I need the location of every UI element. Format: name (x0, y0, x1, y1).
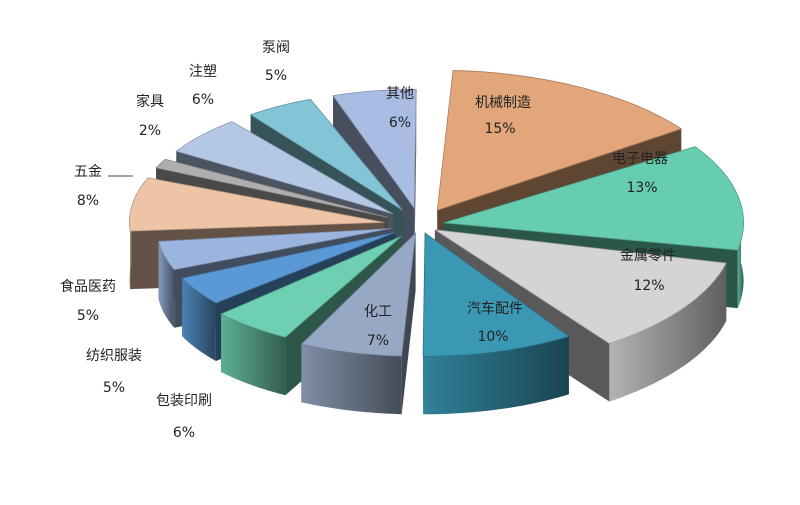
slice-outer-wall-3 (423, 336, 569, 415)
slice-8 (129, 177, 385, 232)
slice-percent-5: 6% (173, 425, 195, 441)
slice-tops (129, 70, 744, 357)
slice-4 (300, 232, 417, 357)
slice-percent-10: 6% (192, 92, 214, 108)
slice-label-0: 机械制造 (475, 95, 531, 111)
slice-percent-11: 5% (265, 68, 287, 84)
slice-label-12: 其他 (386, 86, 414, 102)
slice-0 (436, 70, 683, 211)
slice-percent-12: 6% (389, 115, 411, 131)
slice-label-3: 汽车配件 (467, 300, 523, 317)
slice-percent-7: 5% (77, 308, 99, 324)
slice-11 (249, 98, 403, 211)
slice-6 (181, 232, 395, 304)
slice-outer-wall-4 (301, 344, 402, 415)
slice-label-8: 五金 (74, 164, 102, 180)
slice-percent-8: 8% (77, 193, 99, 209)
slice-label-6: 纺织服装 (86, 348, 142, 364)
slice-percent-3: 10% (477, 329, 508, 345)
slice-label-4: 化工 (364, 304, 392, 320)
slice-labels: 机械制造 15% 电子电器 13% 金属零件 12% 汽车配件 10% 化工 7% 包装印刷 6% 纺织… (60, 40, 676, 441)
slice-5 (220, 235, 402, 338)
slice-10 (175, 121, 394, 215)
slice-label-2: 金属零件 (620, 248, 676, 264)
slice-percent-9: 2% (139, 123, 161, 139)
slice-outer-wall-6 (182, 278, 216, 361)
slice-7 (158, 228, 392, 271)
slice-label-10: 注塑 (189, 64, 217, 80)
slice-label-1: 电子电器 (612, 151, 668, 167)
slice-2 (434, 229, 727, 345)
slice-label-5: 包装印刷 (156, 393, 212, 409)
slice-1 (443, 146, 744, 251)
slice-percent-6: 5% (103, 380, 125, 396)
slice-label-11: 泵阀 (262, 40, 290, 56)
slice-label-7: 食品医药 (60, 278, 116, 295)
slice-percent-4: 7% (367, 333, 389, 349)
slice-percent-0: 15% (484, 121, 515, 137)
slice-outer-wall-2 (609, 263, 727, 402)
slice-percent-1: 13% (626, 180, 657, 196)
slice-percent-2: 12% (633, 278, 664, 294)
slice-outer-wall-5 (221, 314, 286, 396)
slice-outer-wall-7 (158, 241, 175, 328)
slice-9 (155, 158, 389, 218)
slice-label-9: 家具 (136, 93, 164, 110)
slice-3 (422, 232, 570, 357)
slice-12 (332, 89, 417, 210)
